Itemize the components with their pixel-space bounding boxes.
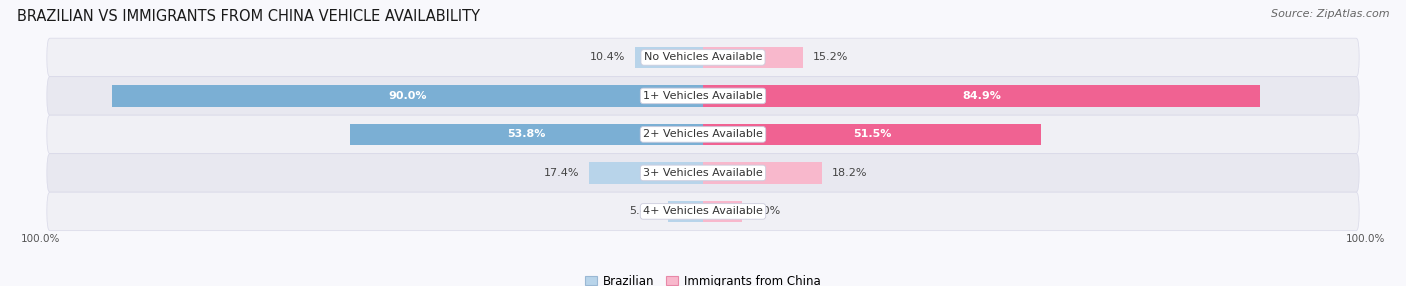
Bar xyxy=(703,162,823,184)
Bar xyxy=(703,124,1040,145)
Text: 100.0%: 100.0% xyxy=(1346,234,1385,244)
FancyBboxPatch shape xyxy=(46,38,1360,77)
FancyBboxPatch shape xyxy=(46,154,1360,192)
Text: 4+ Vehicles Available: 4+ Vehicles Available xyxy=(643,206,763,217)
Text: 2+ Vehicles Available: 2+ Vehicles Available xyxy=(643,130,763,139)
Text: No Vehicles Available: No Vehicles Available xyxy=(644,52,762,62)
Text: 1+ Vehicles Available: 1+ Vehicles Available xyxy=(643,91,763,101)
Text: 90.0%: 90.0% xyxy=(388,91,427,101)
Bar xyxy=(703,47,803,68)
Text: 3+ Vehicles Available: 3+ Vehicles Available xyxy=(643,168,763,178)
Bar xyxy=(668,201,703,222)
Text: 6.0%: 6.0% xyxy=(752,206,780,217)
Text: 84.9%: 84.9% xyxy=(962,91,1001,101)
Text: 100.0%: 100.0% xyxy=(21,234,60,244)
Text: 18.2%: 18.2% xyxy=(832,168,868,178)
Text: 5.4%: 5.4% xyxy=(630,206,658,217)
Text: 53.8%: 53.8% xyxy=(508,130,546,139)
FancyBboxPatch shape xyxy=(46,115,1360,154)
Bar xyxy=(350,124,703,145)
Text: 17.4%: 17.4% xyxy=(544,168,579,178)
Text: 15.2%: 15.2% xyxy=(813,52,848,62)
Legend: Brazilian, Immigrants from China: Brazilian, Immigrants from China xyxy=(581,270,825,286)
Bar xyxy=(634,47,703,68)
Bar xyxy=(112,85,703,106)
FancyBboxPatch shape xyxy=(46,77,1360,115)
Text: BRAZILIAN VS IMMIGRANTS FROM CHINA VEHICLE AVAILABILITY: BRAZILIAN VS IMMIGRANTS FROM CHINA VEHIC… xyxy=(17,9,479,23)
Bar xyxy=(589,162,703,184)
Text: 10.4%: 10.4% xyxy=(589,52,624,62)
Bar xyxy=(703,85,1260,106)
Bar xyxy=(703,201,742,222)
Text: Source: ZipAtlas.com: Source: ZipAtlas.com xyxy=(1271,9,1389,19)
Text: 51.5%: 51.5% xyxy=(853,130,891,139)
FancyBboxPatch shape xyxy=(46,192,1360,231)
